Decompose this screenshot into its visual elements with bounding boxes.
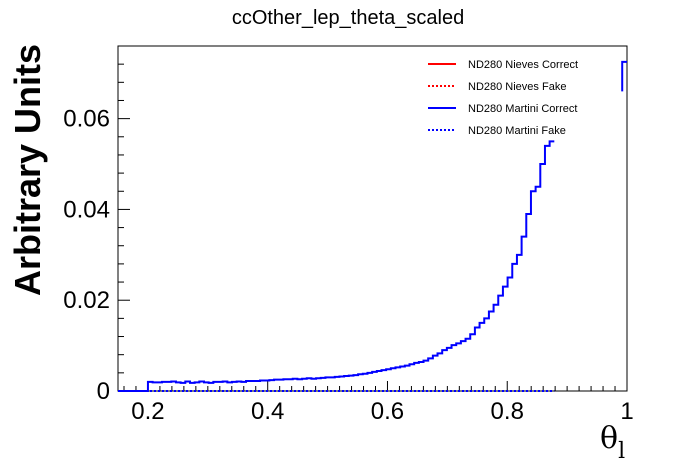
y-tick-label: 0.02 xyxy=(63,287,110,314)
y-axis-ticks: 0 0.02 0.04 0.06 xyxy=(63,45,130,405)
x-axis-label: θl xyxy=(600,421,625,464)
legend-entry: ND280 Nieves Fake xyxy=(468,81,566,93)
y-axis-label: Arbitrary Units xyxy=(7,44,48,296)
x-axis-label-subscript: l xyxy=(618,439,625,464)
series-line xyxy=(118,140,555,392)
x-tick-label: 0.8 xyxy=(491,398,524,425)
series-layer xyxy=(118,60,627,392)
series-tail xyxy=(621,60,627,92)
legend: ND280 Nieves Correct ND280 Nieves Fake ND2… xyxy=(428,59,578,137)
legend-entry: ND280 Nieves Correct xyxy=(468,59,578,71)
x-axis-label-symbol: θ xyxy=(600,421,618,456)
x-tick-label: 0.6 xyxy=(371,398,404,425)
x-tick-label: 0.4 xyxy=(251,398,284,425)
x-tick-label: 1 xyxy=(620,398,633,425)
y-tick-label: 0.06 xyxy=(63,106,110,133)
x-tick-label: 0.2 xyxy=(131,398,164,425)
y-tick-label: 0 xyxy=(97,378,110,405)
y-tick-label: 0.04 xyxy=(63,196,110,223)
x-axis-ticks: 0.2 0.4 0.6 0.8 1 xyxy=(123,381,634,425)
plot-frame xyxy=(117,45,628,392)
legend-entry: ND280 Martini Correct xyxy=(468,103,577,115)
legend-entry: ND280 Martini Fake xyxy=(468,125,566,137)
plot-area-border xyxy=(117,45,628,392)
chart-title: ccOther_lep_theta_scaled xyxy=(232,7,464,29)
